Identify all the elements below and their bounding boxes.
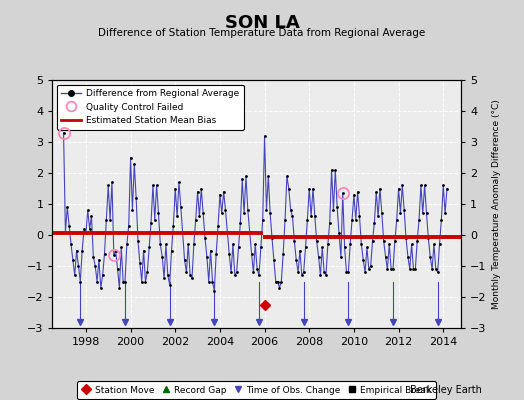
Text: Difference of Station Temperature Data from Regional Average: Difference of Station Temperature Data f…: [99, 28, 425, 38]
Y-axis label: Monthly Temperature Anomaly Difference (°C): Monthly Temperature Anomaly Difference (…: [492, 99, 501, 309]
Text: Berkeley Earth: Berkeley Earth: [410, 385, 482, 395]
Text: SON LA: SON LA: [225, 14, 299, 32]
Legend: Station Move, Record Gap, Time of Obs. Change, Empirical Break: Station Move, Record Gap, Time of Obs. C…: [78, 381, 436, 399]
